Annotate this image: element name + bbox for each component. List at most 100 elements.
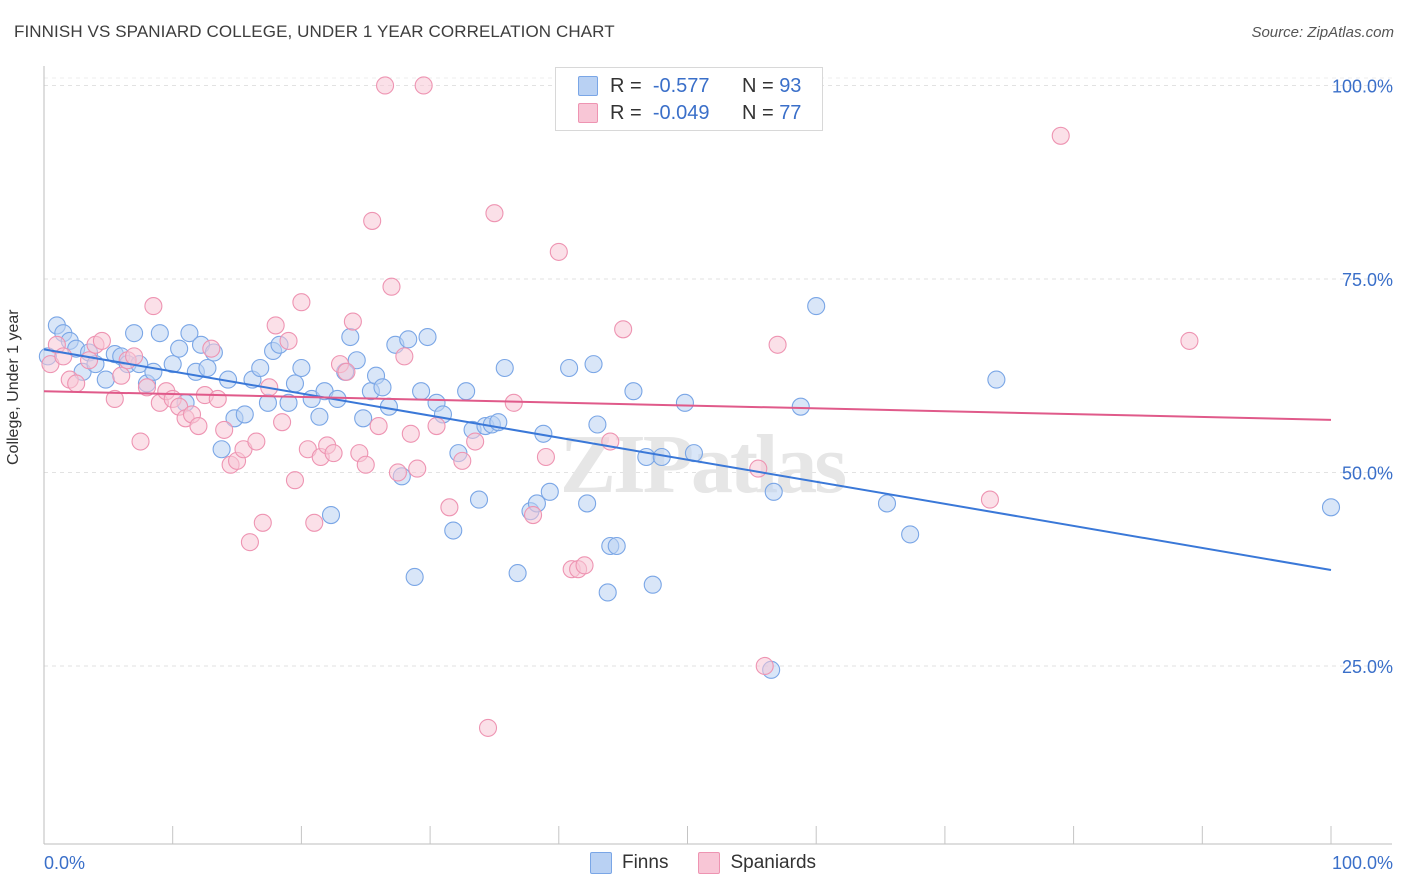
spaniards-point (144, 297, 163, 316)
x-tick-label: 100.0% (1332, 853, 1393, 873)
spaniards-label: Spaniards (730, 852, 817, 873)
spaniards-point (395, 347, 414, 366)
finns-point (444, 521, 463, 540)
finns-point (144, 362, 163, 381)
chart-title: FINNISH VS SPANIARD COLLEGE, UNDER 1 YEA… (14, 22, 615, 41)
spaniards-point (755, 656, 774, 676)
spaniards-point (131, 432, 150, 451)
finns-point (1321, 498, 1341, 517)
finns-point (198, 358, 217, 378)
finns-point (170, 339, 189, 358)
finns-point (405, 567, 424, 587)
finns-point (560, 358, 579, 378)
spaniards-point (1180, 331, 1199, 350)
finns-point (341, 327, 360, 347)
spaniards-point (382, 277, 401, 296)
spaniards-point (324, 444, 343, 463)
spaniards-point (980, 490, 999, 509)
spaniards-point (427, 416, 446, 436)
spaniards-point (343, 312, 362, 331)
legend-item-finns: Finns (589, 852, 668, 874)
finns-point (624, 382, 643, 401)
spaniards-point (549, 242, 568, 261)
axes (43, 66, 1392, 845)
finns-point (469, 490, 489, 509)
spaniards-point (356, 455, 375, 474)
spaniards-point (401, 424, 420, 443)
spaniards-point (614, 320, 633, 339)
finns-point (764, 482, 783, 501)
spaniards-swatch (578, 103, 598, 123)
finns-point (418, 327, 437, 347)
finns-point (877, 494, 897, 513)
spaniards-point (485, 204, 504, 223)
spaniards-point (240, 533, 259, 552)
spaniards-point (279, 331, 298, 350)
finns-point (901, 525, 920, 544)
n-label: N = (741, 74, 774, 97)
spaniards-point (524, 505, 543, 525)
finns-point (540, 482, 559, 501)
gridlines (44, 77, 1392, 667)
finns-point (180, 324, 199, 343)
finns-point (373, 378, 392, 397)
finns-point (495, 358, 514, 378)
spaniards-point (408, 459, 427, 478)
finns-point (791, 397, 810, 416)
spaniards-point (292, 293, 311, 312)
spaniards-point (253, 513, 272, 532)
spaniards-point (266, 316, 285, 335)
spaniards-point (536, 447, 555, 467)
finns-trend-line (43, 348, 1332, 571)
y-tick-label: 100.0% (1332, 76, 1393, 96)
finns-swatch (589, 852, 612, 874)
spaniards-point (768, 335, 787, 354)
watermark: ZIPatlas (560, 418, 845, 511)
spaniards-point (376, 76, 395, 95)
finns-point (212, 440, 231, 459)
finns-point (598, 583, 617, 602)
spaniards-point (67, 374, 86, 393)
spaniards-point (273, 413, 292, 432)
x-tick-label: 0.0% (44, 853, 85, 873)
spaniards-point (305, 513, 324, 532)
finns-point (251, 358, 270, 378)
spaniards-point (112, 366, 131, 385)
spaniards-point (247, 432, 266, 451)
spaniards-point (1051, 126, 1070, 145)
finns-point (607, 536, 626, 556)
r-label: R = (610, 101, 642, 124)
finns-point (235, 405, 254, 424)
spaniards-point (453, 451, 472, 470)
finns-point (321, 505, 341, 525)
finns-point (347, 351, 366, 370)
spaniards-point (202, 339, 221, 358)
series-legend: Finns Spaniards (0, 852, 1406, 874)
finns-point (508, 564, 527, 583)
spaniards-points (41, 76, 1199, 737)
spaniards-point (388, 463, 407, 482)
spaniards-n-value: 77 (779, 101, 802, 124)
spaniards-point (575, 556, 594, 575)
finns-point (987, 370, 1006, 389)
spaniards-point (79, 351, 99, 370)
tick-labels: 100.0% 75.0% 50.0% 25.0% 0.0% 100.0% (44, 76, 1393, 873)
spaniards-point (337, 362, 356, 381)
spaniards-point (105, 389, 124, 409)
spaniards-point (54, 347, 73, 366)
spaniards-point (504, 393, 523, 412)
finns-point (163, 355, 182, 374)
legend-item-spaniards: Spaniards (698, 852, 816, 874)
spaniards-point (215, 420, 234, 439)
spaniards-point (137, 378, 157, 397)
trend-lines (43, 348, 1332, 571)
y-tick-label: 25.0% (1342, 657, 1393, 677)
finns-point (292, 358, 311, 378)
spaniards-point (125, 347, 144, 366)
y-tick-label: 75.0% (1342, 270, 1393, 290)
spaniards-point (363, 211, 382, 230)
finns-point (399, 330, 418, 349)
spaniards-point (749, 459, 768, 478)
spaniards-point (478, 718, 498, 737)
